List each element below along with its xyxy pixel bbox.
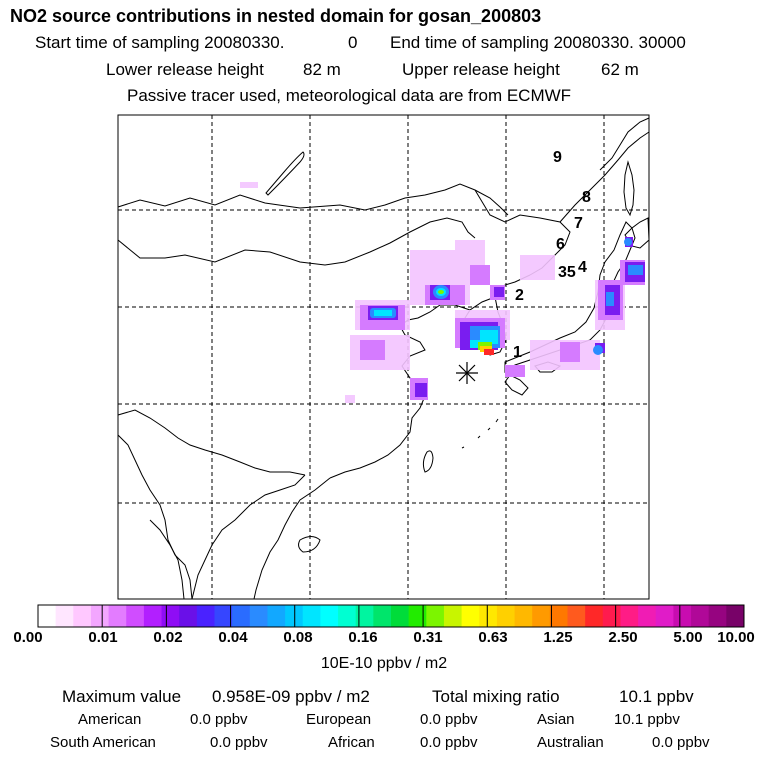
region-value: 10.1 ppbv	[614, 711, 680, 728]
colorbar-swatch	[55, 605, 74, 627]
trajectory-label-35: 35	[558, 264, 576, 281]
region-name: American	[78, 711, 142, 728]
map-title: NO2 source contributions in nested domai…	[10, 6, 542, 26]
region-value: 0.0 ppbv	[190, 711, 248, 728]
colorbar-swatch	[549, 605, 568, 627]
colorbar-swatch	[38, 605, 57, 627]
lower-height-value: 82 m	[303, 60, 341, 79]
colorbar-tick-label: 10.00	[717, 629, 755, 646]
upper-height-value: 62 m	[601, 60, 639, 79]
colorbar-swatch	[161, 605, 180, 627]
colorbar-swatch	[708, 605, 727, 627]
total-mixing-label: Total mixing ratio	[432, 687, 560, 706]
colorbar-swatch	[267, 605, 286, 627]
colorbar-swatch	[602, 605, 621, 627]
colorbar-units: 10E-10 ppbv / m2	[320, 655, 448, 672]
colorbar-swatch	[355, 605, 374, 627]
colorbar-swatch	[249, 605, 268, 627]
colorbar-swatch	[726, 605, 745, 627]
region-name: Asian	[537, 711, 575, 728]
tracer-note: Passive tracer used, meteorological data…	[127, 86, 572, 105]
colorbar-tick-label: 0.00	[13, 629, 43, 646]
colorbar-tick-label: 0.04	[218, 629, 248, 646]
colorbar-swatch	[214, 605, 233, 627]
region-value: 0.0 ppbv	[420, 734, 478, 751]
colorbar-border	[37, 604, 745, 628]
lat-lon-grid	[118, 115, 649, 599]
trajectory-label-8: 8	[582, 189, 591, 206]
trajectory-label-6: 6	[556, 236, 565, 253]
trajectory-label-9: 9	[553, 149, 562, 166]
trajectory-label-7: 7	[574, 215, 583, 232]
colorbar-tick-label: 0.02	[153, 629, 183, 646]
colorbar-swatch	[638, 605, 657, 627]
colorbar-swatch	[373, 605, 392, 627]
colorbar-swatch	[143, 605, 163, 627]
colorbar-tick-label: 5.00	[673, 629, 703, 646]
region-value: 0.0 ppbv	[652, 734, 710, 751]
colorbar-swatch	[567, 605, 586, 627]
receptor-asterisk-icon	[456, 362, 478, 384]
colorbar-swatch	[391, 605, 410, 627]
colorbar-swatch	[232, 605, 251, 627]
colorbar-tick-label: 0.08	[283, 629, 313, 646]
start-time-value: 0	[348, 33, 358, 52]
colorbar-swatch	[285, 605, 304, 627]
concentration-plumes	[240, 182, 645, 403]
colorbar-swatch	[620, 605, 639, 627]
colorbar-swatch	[691, 605, 710, 627]
region-name: South American	[50, 734, 156, 751]
region-name: European	[306, 711, 372, 728]
total-mixing-value: 10.1 ppbv	[619, 687, 694, 706]
colorbar-swatch	[496, 605, 516, 627]
colorbar-swatch	[320, 605, 339, 627]
colorbar-swatch	[585, 605, 604, 627]
colorbar-swatch	[108, 605, 127, 627]
upper-height-label: Upper release height	[402, 60, 560, 79]
colorbar-tick-label: 2.50	[608, 629, 638, 646]
region-name: African	[328, 734, 375, 751]
colorbar-swatch	[461, 605, 480, 627]
max-value: 0.958E-09 ppbv / m2	[212, 687, 370, 706]
colorbar-swatch	[443, 605, 463, 627]
colorbar	[37, 604, 745, 628]
colorbar-tick-label: 0.01	[88, 629, 118, 646]
start-time-label: Start time of sampling 20080330.	[35, 33, 285, 52]
trajectory-label-4: 4	[578, 259, 587, 276]
colorbar-swatch	[179, 605, 198, 627]
colorbar-swatch	[338, 605, 357, 627]
colorbar-swatch	[408, 605, 427, 627]
max-value-label: Maximum value	[62, 687, 182, 706]
colorbar-swatch	[302, 605, 321, 627]
colorbar-tick-label: 0.31	[413, 629, 443, 646]
colorbar-swatch	[655, 605, 674, 627]
colorbar-swatch	[514, 605, 533, 627]
colorbar-swatch	[479, 605, 498, 627]
colorbar-swatch	[90, 605, 110, 627]
lower-height-label: Lower release height	[106, 60, 264, 79]
trajectory-label-1: 1	[513, 344, 522, 361]
colorbar-swatch	[196, 605, 215, 627]
colorbar-swatch	[126, 605, 145, 627]
region-name: Australian	[537, 734, 604, 751]
colorbar-swatch	[426, 605, 445, 627]
colorbar-tick-label: 0.16	[348, 629, 378, 646]
trajectory-label-2: 2	[515, 287, 524, 304]
region-value: 0.0 ppbv	[210, 734, 268, 751]
end-time-label: End time of sampling 20080330. 30000	[390, 33, 686, 52]
colorbar-tick-label: 0.63	[478, 629, 508, 646]
colorbar-tick-label: 1.25	[543, 629, 573, 646]
region-value: 0.0 ppbv	[420, 711, 478, 728]
colorbar-swatch	[532, 605, 551, 627]
colorbar-swatch	[673, 605, 692, 627]
colorbar-swatch	[73, 605, 92, 627]
